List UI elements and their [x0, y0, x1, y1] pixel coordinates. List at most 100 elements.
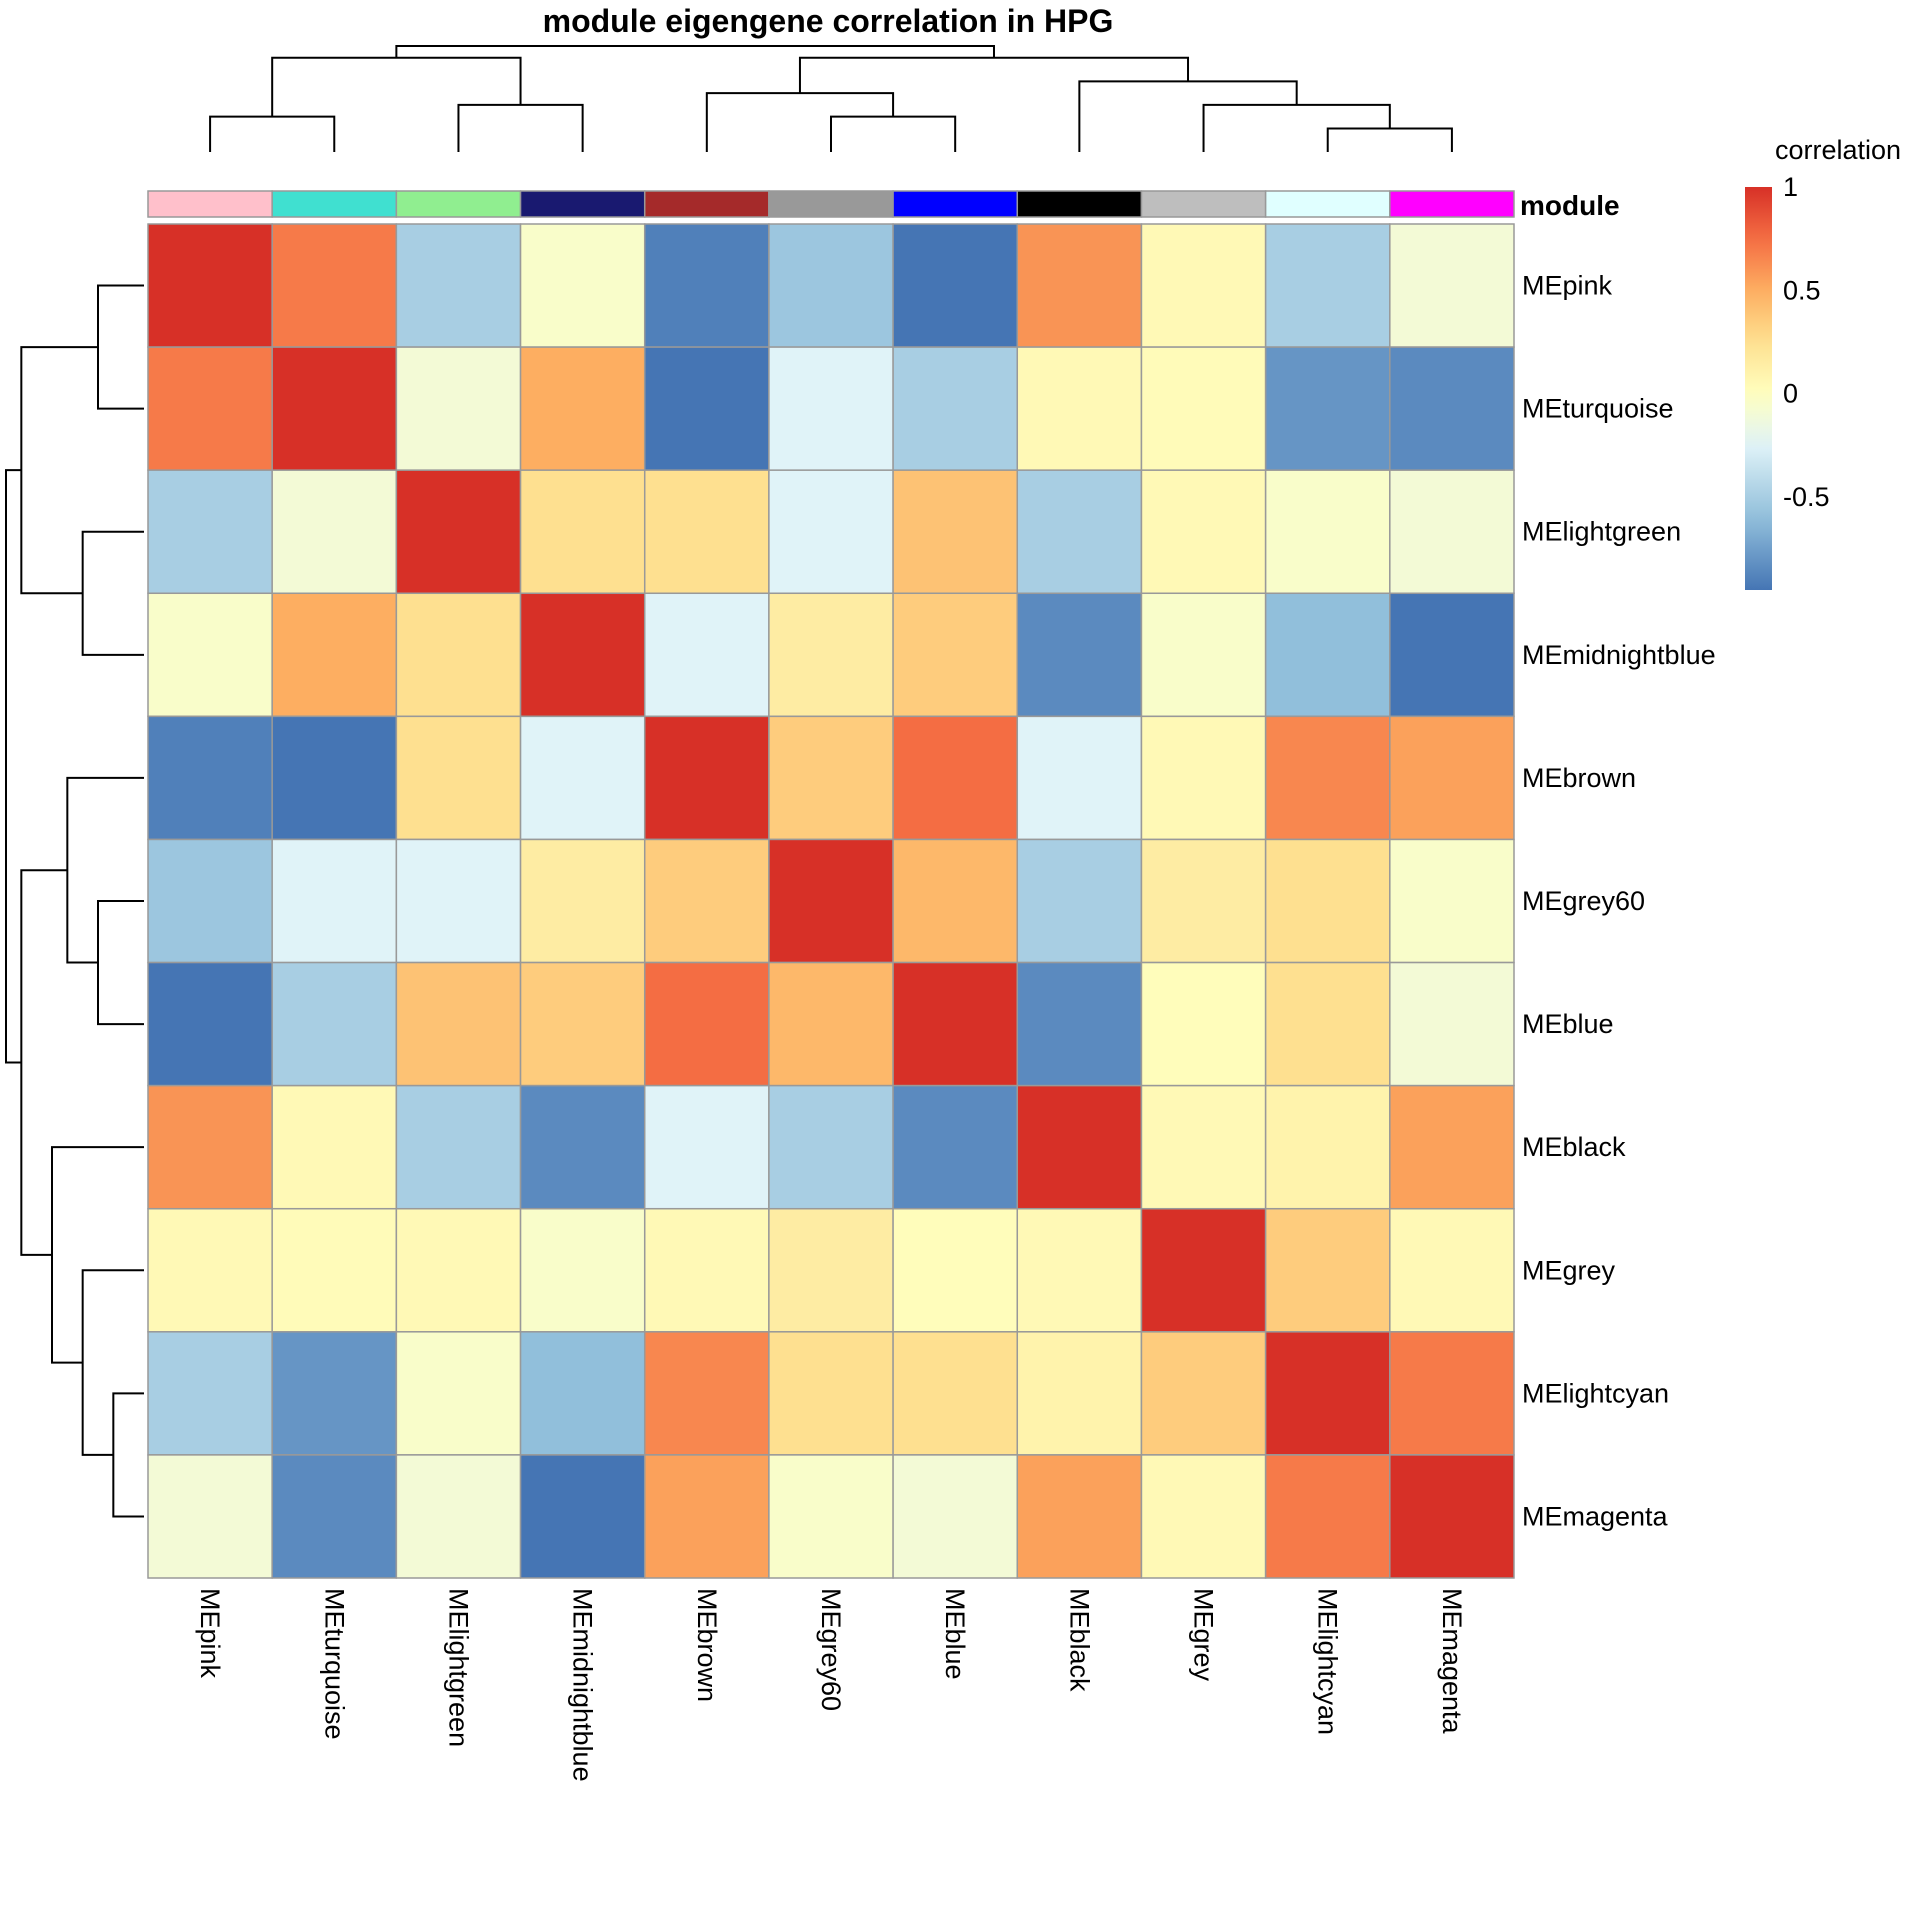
heatmap-cell	[643, 1454, 770, 1579]
heatmap-cell	[768, 223, 894, 348]
heatmap-cell	[395, 961, 522, 1087]
heatmap-cell	[1140, 1331, 1267, 1456]
module-color-swatch	[271, 190, 398, 218]
heatmap-cell	[1016, 346, 1143, 471]
heatmap-cell	[768, 1331, 894, 1456]
column-label: MEmidnightblue	[568, 1588, 598, 1782]
heatmap-cell	[1264, 1454, 1391, 1579]
heatmap-cell	[395, 592, 522, 718]
heatmap-cell	[519, 715, 646, 841]
heatmap-cell	[519, 346, 646, 471]
module-color-swatch	[147, 190, 273, 218]
heatmap-cell	[271, 1084, 398, 1210]
dendrogram-branch	[20, 869, 68, 1256]
module-annotation-label: module	[1520, 190, 1620, 221]
column-label: MEpink	[195, 1588, 225, 1679]
dendrogram-branch	[1202, 103, 1391, 152]
heatmap-cell	[1264, 469, 1391, 595]
row-labels: MEpink MEturquoise MElightgreen MEmidnightb…	[1522, 271, 1716, 1532]
module-color-swatch	[1264, 190, 1391, 218]
heatmap-cell	[768, 592, 894, 718]
dendrogram-branch	[1326, 127, 1453, 152]
heatmap-cell	[147, 469, 273, 595]
heatmap-cell	[271, 1331, 398, 1456]
heatmap-cell	[1389, 223, 1515, 348]
heatmap-cell	[643, 838, 770, 964]
chart-title: module eigengene correlation in HPG	[543, 3, 1114, 39]
dendrogram-branch	[81, 1269, 144, 1456]
heatmap-cell	[271, 469, 398, 595]
heatmap-cell	[643, 1331, 770, 1456]
legend-title: correlation	[1775, 135, 1901, 165]
heatmap-cell	[1389, 1084, 1515, 1210]
heatmap-cell	[892, 715, 1019, 841]
heatmap-cell	[1016, 961, 1143, 1087]
heatmap-cell	[1389, 1454, 1515, 1579]
module-color-swatch	[1140, 190, 1267, 218]
row-label: MEbrown	[1522, 763, 1636, 793]
heatmap-cell	[1016, 223, 1143, 348]
heatmap-cell	[1140, 592, 1267, 718]
column-label: MEblue	[940, 1588, 970, 1680]
heatmap-cell	[271, 592, 398, 718]
heatmap-cell	[147, 1207, 273, 1333]
heatmap-cell	[643, 346, 770, 471]
heatmap-cell	[768, 346, 894, 471]
heatmap-cell	[395, 223, 522, 348]
heatmap-cell	[519, 1331, 646, 1456]
heatmap-cell	[768, 838, 894, 964]
module-annotation-bar	[147, 190, 1515, 218]
heatmap-cell	[1389, 961, 1515, 1087]
heatmap-cell	[1140, 1084, 1267, 1210]
row-label: MEpink	[1522, 271, 1613, 301]
dendrogram-branch	[209, 115, 336, 152]
heatmap-cell	[1264, 346, 1391, 471]
column-label: MEblack	[1064, 1588, 1094, 1692]
dendrogram-branch	[1078, 80, 1298, 152]
heatmap-cell	[892, 1454, 1019, 1579]
heatmap-cell	[768, 715, 894, 841]
heatmap-cell	[519, 223, 646, 348]
heatmap-cell	[395, 1207, 522, 1333]
module-color-swatch	[1389, 190, 1515, 218]
heatmap-cells	[147, 223, 1515, 1579]
heatmap-cell	[892, 469, 1019, 595]
row-label: MEblue	[1522, 1009, 1614, 1039]
heatmap-cell	[892, 1207, 1019, 1333]
heatmap-cell	[643, 592, 770, 718]
heatmap-cell	[271, 1207, 398, 1333]
heatmap-cell	[519, 1207, 646, 1333]
heatmap-cell	[643, 223, 770, 348]
heatmap-cell	[1264, 1207, 1391, 1333]
heatmap-cell	[643, 1207, 770, 1333]
heatmap-cell	[271, 223, 398, 348]
heatmap-cell	[1140, 961, 1267, 1087]
legend-tick-label: 1	[1783, 172, 1798, 202]
row-label: MElightgreen	[1522, 517, 1681, 547]
heatmap-cell	[1389, 346, 1515, 471]
dendrogram-branch	[271, 56, 522, 117]
heatmap-cell	[1140, 1207, 1267, 1333]
heatmap-cell	[1264, 838, 1391, 964]
legend-tick-label: -0.5	[1783, 482, 1830, 512]
dendrogram-branch	[51, 1146, 144, 1364]
heatmap-cell	[1140, 469, 1267, 595]
heatmap-cell	[147, 715, 273, 841]
heatmap-cell	[1389, 1207, 1515, 1333]
heatmap-cell	[1264, 961, 1391, 1087]
heatmap-cell	[271, 715, 398, 841]
heatmap-cell	[1264, 592, 1391, 718]
heatmap-cell	[519, 592, 646, 718]
heatmap-cell	[395, 469, 522, 595]
dendrogram-branch	[97, 900, 144, 1026]
column-label: MElightcyan	[1313, 1588, 1343, 1735]
column-label: MElightgreen	[443, 1588, 473, 1747]
heatmap-cell	[271, 1454, 398, 1579]
row-dendrogram	[5, 284, 144, 1518]
module-color-swatch	[519, 190, 646, 218]
heatmap-cell	[768, 1207, 894, 1333]
heatmap-cell	[768, 469, 894, 595]
row-label: MEturquoise	[1522, 394, 1674, 424]
column-label: MEgrey	[1189, 1588, 1219, 1682]
dendrogram-branch	[81, 530, 144, 656]
